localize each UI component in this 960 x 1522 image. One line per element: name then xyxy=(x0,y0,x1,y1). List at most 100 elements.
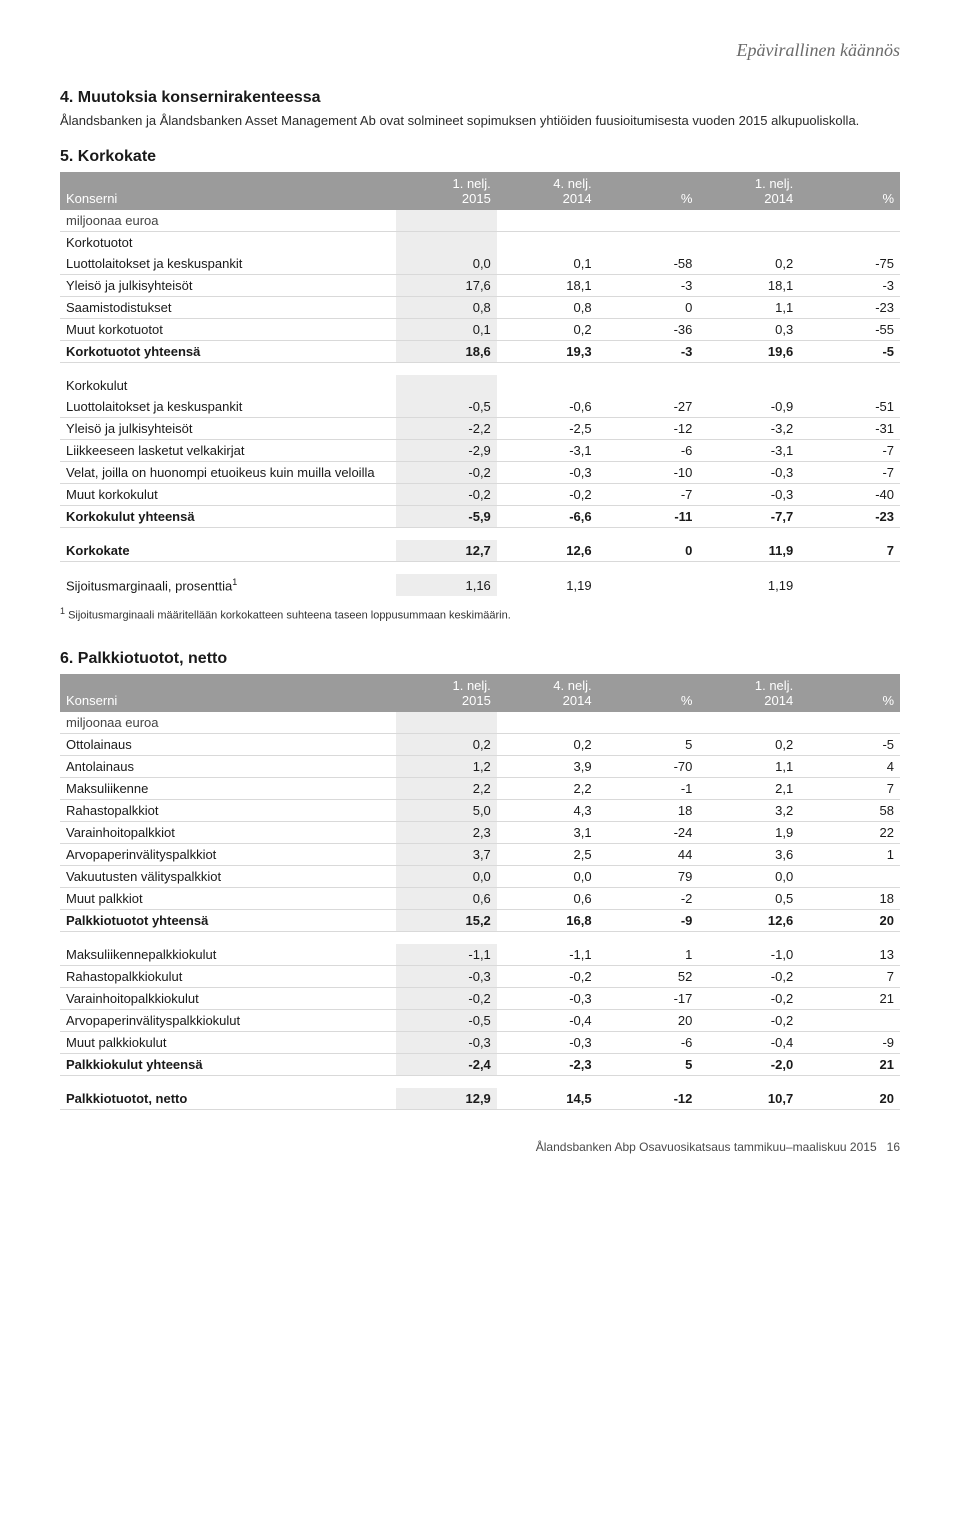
table-row-label: Arvopaperinvälityspalkkiokulut xyxy=(60,1009,396,1031)
table-cell: -11 xyxy=(598,506,699,528)
col-q4-2014: 4. nelj.2014 xyxy=(497,674,598,712)
table-cell: -0,2 xyxy=(497,965,598,987)
table-cell: -5 xyxy=(799,341,900,363)
table-cell: -2,5 xyxy=(497,418,598,440)
table-cell: 0,1 xyxy=(497,253,598,275)
col-pct1: % xyxy=(598,172,699,210)
table-row-label: Muut korkokulut xyxy=(60,484,396,506)
table-cell: 1,2 xyxy=(396,755,497,777)
table-cell: 21 xyxy=(799,987,900,1009)
table-row-label: Maksuliikennepalkkiokulut xyxy=(60,944,396,966)
table-cell: -0,3 xyxy=(698,484,799,506)
table-row-label: Muut palkkiokulut xyxy=(60,1031,396,1053)
table-cell: 20 xyxy=(799,909,900,931)
table-cell: -55 xyxy=(799,319,900,341)
table-cell: -27 xyxy=(598,396,699,418)
table-cell: 2,1 xyxy=(698,777,799,799)
table-cell: 5 xyxy=(598,733,699,755)
table-cell xyxy=(799,865,900,887)
table-cell: 1,1 xyxy=(698,297,799,319)
table-row-label: Rahastopalkkiot xyxy=(60,799,396,821)
table-cell: 0,2 xyxy=(698,253,799,275)
table-cell: -0,2 xyxy=(497,484,598,506)
table-cell: 0,0 xyxy=(698,865,799,887)
table-cell: -6 xyxy=(598,440,699,462)
table-cell: 22 xyxy=(799,821,900,843)
table-cell: 14,5 xyxy=(497,1088,598,1110)
table-cell: -0,3 xyxy=(497,1031,598,1053)
col-konserni: Konserni xyxy=(60,172,396,210)
palkkiot-table: Konserni 1. nelj.2015 4. nelj.2014 % 1. … xyxy=(60,674,900,1110)
table-cell: -2 xyxy=(598,887,699,909)
table-cell: 44 xyxy=(598,843,699,865)
table-cell: 52 xyxy=(598,965,699,987)
col-q1-2014: 1. nelj.2014 xyxy=(698,172,799,210)
table-row-label: Muut palkkiot xyxy=(60,887,396,909)
table-row-label: Palkkiokulut yhteensä xyxy=(60,1053,396,1075)
table-cell xyxy=(799,1009,900,1031)
table-cell: -1,1 xyxy=(396,944,497,966)
table-cell: 12,6 xyxy=(497,540,598,562)
table-cell: -3,2 xyxy=(698,418,799,440)
table-row-label: Luottolaitokset ja keskuspankit xyxy=(60,396,396,418)
table-cell: 0,2 xyxy=(396,733,497,755)
table-cell: 2,5 xyxy=(497,843,598,865)
table-cell: -0,2 xyxy=(396,987,497,1009)
table-cell: -51 xyxy=(799,396,900,418)
table-cell: -2,9 xyxy=(396,440,497,462)
col-pct2: % xyxy=(799,172,900,210)
table-cell: 0 xyxy=(598,297,699,319)
col-q1-2014: 1. nelj.2014 xyxy=(698,674,799,712)
table-cell: 19,3 xyxy=(497,341,598,363)
table-cell: 1,19 xyxy=(497,574,598,596)
table-cell: -7,7 xyxy=(698,506,799,528)
table-cell: 3,2 xyxy=(698,799,799,821)
table-cell: 0,2 xyxy=(698,733,799,755)
table-cell: -9 xyxy=(598,909,699,931)
table-cell: -70 xyxy=(598,755,699,777)
table-cell: -0,4 xyxy=(497,1009,598,1031)
table-cell: -10 xyxy=(598,462,699,484)
table-cell: 1,1 xyxy=(698,755,799,777)
table-cell: -3 xyxy=(598,341,699,363)
table-cell: 11,9 xyxy=(698,540,799,562)
table-cell: -17 xyxy=(598,987,699,1009)
table-cell: -75 xyxy=(799,253,900,275)
table-cell xyxy=(598,574,699,596)
table-cell: -2,0 xyxy=(698,1053,799,1075)
table-cell: 5 xyxy=(598,1053,699,1075)
page-footer: Ålandsbanken Abp Osavuosikatsaus tammiku… xyxy=(60,1140,900,1154)
table-cell: -31 xyxy=(799,418,900,440)
table-cell: 13 xyxy=(799,944,900,966)
table-cell: 0 xyxy=(598,540,699,562)
table-cell: -3 xyxy=(598,275,699,297)
table-cell: 20 xyxy=(598,1009,699,1031)
col-konserni: Konserni xyxy=(60,674,396,712)
table-cell: 20 xyxy=(799,1088,900,1110)
table-cell: 0,8 xyxy=(497,297,598,319)
table-row-label: Palkkiotuotot yhteensä xyxy=(60,909,396,931)
table-cell: -3,1 xyxy=(497,440,598,462)
section5-footnote: 1 Sijoitusmarginaali määritellään korkok… xyxy=(60,606,900,622)
table-cell: 4,3 xyxy=(497,799,598,821)
table-cell: 3,9 xyxy=(497,755,598,777)
table-cell: 0,2 xyxy=(497,733,598,755)
table-row-label: Sijoitusmarginaali, prosenttia1 xyxy=(60,574,396,596)
table-cell: -0,2 xyxy=(698,965,799,987)
table-row-label: Liikkeeseen lasketut velkakirjat xyxy=(60,440,396,462)
table-cell: -0,3 xyxy=(396,965,497,987)
table-cell: -2,2 xyxy=(396,418,497,440)
table-row-label: Ottolainaus xyxy=(60,733,396,755)
table-cell: 0,3 xyxy=(698,319,799,341)
table-row-label: Yleisö ja julkisyhteisöt xyxy=(60,275,396,297)
table-cell: -1 xyxy=(598,777,699,799)
table-row-label: Korkokulut yhteensä xyxy=(60,506,396,528)
table-cell: 7 xyxy=(799,965,900,987)
table-cell: -1,0 xyxy=(698,944,799,966)
section5-title: 5. Korkokate xyxy=(60,148,900,166)
table-cell: -0,5 xyxy=(396,396,497,418)
table-cell: -12 xyxy=(598,1088,699,1110)
table-cell: 2,2 xyxy=(497,777,598,799)
table-cell: -9 xyxy=(799,1031,900,1053)
table-cell: 0,5 xyxy=(698,887,799,909)
